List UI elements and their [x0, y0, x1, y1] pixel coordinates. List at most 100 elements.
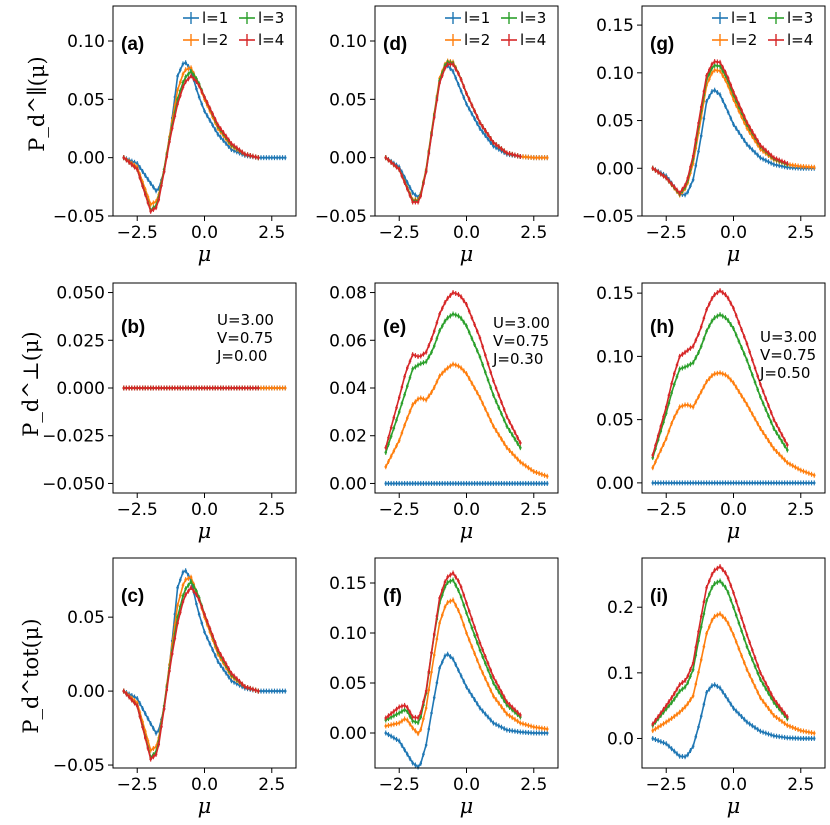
- data-point: [702, 385, 706, 389]
- data-point: [154, 189, 158, 193]
- data-point: [710, 90, 714, 93]
- data-point: [138, 702, 142, 705]
- data-point: [492, 482, 495, 485]
- data-point: [200, 621, 204, 625]
- data-point: [767, 732, 770, 736]
- data-point: [664, 707, 668, 711]
- data-point: [219, 386, 222, 390]
- data-point: [689, 674, 692, 678]
- data-point: [438, 666, 441, 670]
- data-point: [519, 721, 522, 725]
- data-point: [443, 580, 447, 584]
- data-point: [686, 681, 690, 684]
- data-point: [427, 670, 431, 674]
- data-point: [694, 682, 698, 686]
- data-point: [230, 672, 233, 675]
- data-point: [745, 645, 749, 648]
- data-point: [454, 292, 458, 295]
- data-point: [270, 386, 274, 390]
- data-point: [691, 178, 695, 182]
- data-point: [133, 695, 136, 699]
- data-point: [697, 351, 700, 354]
- data-point: [691, 694, 695, 698]
- data-point: [462, 369, 466, 373]
- data-point: [389, 161, 393, 164]
- data-point: [149, 203, 152, 206]
- data-point: [497, 433, 501, 437]
- y-tick-label: 0.05: [67, 90, 105, 110]
- data-point: [654, 719, 657, 722]
- data-point: [465, 92, 468, 95]
- data-point: [189, 586, 193, 589]
- x-tick-label: −2.5: [117, 775, 158, 795]
- parameter-annotation: U=3.00: [217, 311, 274, 329]
- data-point: [697, 639, 700, 642]
- data-point: [216, 123, 220, 127]
- data-point: [508, 152, 511, 155]
- data-point: [389, 454, 393, 458]
- panel-i: −2.5 0.0 2.50.00.10.2μ(i): [607, 557, 826, 818]
- x-tick-label: 2.5: [787, 223, 814, 243]
- data-point: [732, 591, 735, 595]
- data-point: [532, 731, 536, 735]
- series-h-l4: [651, 288, 789, 458]
- data-point: [786, 724, 789, 727]
- data-point: [670, 701, 673, 704]
- data-point: [734, 96, 738, 100]
- data-point: [219, 664, 222, 667]
- data-point: [494, 698, 498, 701]
- data-point: [651, 453, 655, 457]
- data-point: [211, 634, 214, 637]
- data-point: [675, 687, 679, 691]
- data-point: [780, 481, 784, 485]
- x-tick-label: 0.0: [191, 223, 218, 243]
- data-point: [748, 366, 751, 369]
- data-point: [492, 675, 495, 679]
- data-point: [734, 599, 738, 603]
- data-point: [502, 727, 506, 730]
- data-point: [467, 309, 471, 313]
- data-point: [497, 393, 501, 397]
- data-point: [721, 481, 725, 485]
- data-point: [783, 165, 786, 169]
- data-point: [505, 424, 509, 428]
- data-point: [742, 637, 746, 641]
- data-point: [462, 96, 466, 99]
- data-point: [710, 297, 714, 300]
- data-point: [430, 651, 433, 654]
- data-point: [130, 698, 134, 702]
- data-point: [740, 654, 743, 657]
- data-point: [213, 654, 217, 657]
- data-point: [446, 581, 449, 584]
- data-point: [484, 661, 487, 665]
- data-point: [481, 648, 484, 652]
- data-point: [451, 312, 455, 316]
- data-point: [810, 731, 813, 734]
- data-point: [516, 436, 519, 439]
- data-point: [467, 638, 471, 642]
- data-point: [713, 372, 716, 376]
- data-point: [240, 386, 244, 390]
- data-point: [481, 130, 484, 134]
- data-point: [424, 360, 428, 364]
- series-i-l1: [651, 682, 816, 760]
- data-point: [767, 151, 770, 155]
- data-point: [737, 481, 741, 485]
- data-point: [683, 365, 687, 369]
- data-point: [432, 344, 436, 348]
- data-point: [799, 729, 803, 732]
- data-point: [707, 687, 711, 691]
- data-point: [737, 647, 741, 650]
- data-point: [775, 157, 778, 161]
- data-point: [283, 156, 287, 159]
- data-point: [224, 386, 228, 390]
- data-point: [529, 468, 533, 471]
- data-point: [751, 658, 754, 662]
- data-point: [767, 414, 770, 418]
- data-point: [516, 457, 519, 461]
- data-point: [748, 673, 751, 677]
- data-point: [686, 481, 690, 485]
- series-a-l1: [122, 60, 287, 194]
- data-point: [505, 703, 509, 707]
- data-point: [505, 482, 509, 485]
